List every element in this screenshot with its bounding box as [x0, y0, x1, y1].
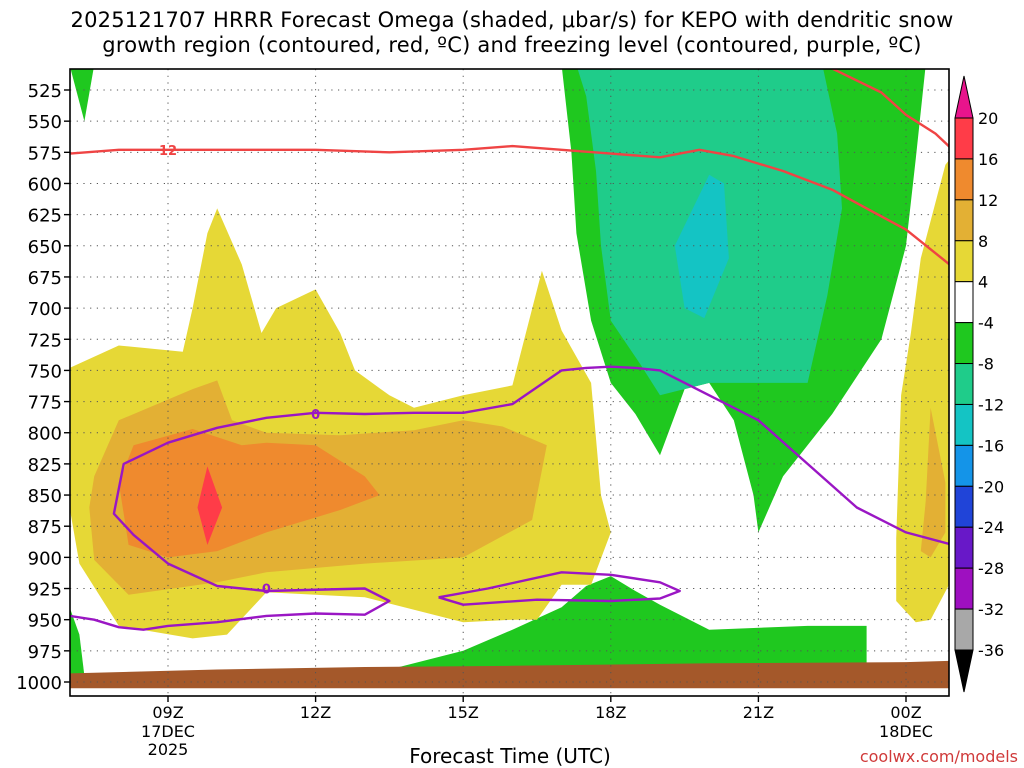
omega-region-red-0	[197, 466, 223, 545]
colorbar-swatch-2	[954, 199, 974, 242]
site-credit: coolwx.com/models	[859, 747, 1018, 766]
colorbar-swatch-8	[954, 444, 974, 487]
y-tick-label-700: 700	[28, 299, 62, 320]
colorbar-label-4: 4	[978, 273, 988, 292]
colorbar-label-1: 16	[978, 150, 998, 169]
dgz-contour-line-1	[70, 144, 949, 266]
colorbar-swatch-6	[954, 363, 974, 405]
freezing-level-label-1: 0	[262, 583, 271, 598]
x-tick-sublabel-09Z-1: 2025	[148, 740, 189, 759]
y-tick-label-925: 925	[28, 580, 62, 601]
y-tick-label-575: 575	[28, 143, 62, 164]
colorbar-top-arrow	[954, 75, 974, 119]
y-tick-label-825: 825	[28, 455, 62, 476]
omega-region-orange-0	[118, 429, 380, 558]
colorbar-swatch-10	[954, 526, 974, 569]
colorbar-swatch-11	[954, 567, 974, 610]
y-tick-label-750: 750	[28, 361, 62, 382]
y-tick-label-600: 600	[28, 174, 62, 195]
omega-region-brown-terrain-0	[70, 660, 949, 689]
x-tick-label-09Z: 09Z	[152, 703, 183, 722]
y-tick-label-525: 525	[28, 81, 62, 102]
colorbar-label-8: -16	[978, 436, 1004, 455]
x-axis-title: Forecast Time (UTC)	[409, 744, 611, 768]
plot-frame	[69, 68, 950, 697]
x-tick-label-12Z: 12Z	[300, 703, 331, 722]
chart-title-line2: growth region (contoured, red, ºC) and f…	[102, 33, 922, 57]
y-tick-label-625: 625	[28, 206, 62, 227]
omega-region-cyan-0	[674, 174, 729, 319]
y-tick-label-775: 775	[28, 393, 62, 414]
colorbar-swatch-4	[954, 281, 974, 324]
colorbar-label-12: -32	[978, 600, 1004, 619]
x-tick-label-15Z: 15Z	[448, 703, 479, 722]
y-tick-label-725: 725	[28, 330, 62, 351]
colorbar-label-10: -24	[978, 518, 1004, 537]
colorbar-label-2: 12	[978, 191, 998, 210]
y-tick-label-800: 800	[28, 424, 62, 445]
freezing-level-line-1	[438, 571, 681, 606]
colorbar-swatch-5	[954, 322, 974, 365]
omega-region-green-0	[70, 69, 94, 122]
colorbar-swatch-7	[954, 403, 974, 446]
omega-region-green-3	[256, 576, 867, 681]
y-tick-label-850: 850	[28, 486, 62, 507]
y-tick-label-975: 975	[28, 642, 62, 663]
x-tick-sublabel-00Z-0: 18DEC	[879, 722, 933, 741]
colorbar-swatch-3	[954, 240, 974, 283]
colorbar-label-13: -36	[978, 641, 1004, 660]
colorbar-label-0: 20	[978, 109, 998, 128]
colorbar-label-3: 8	[978, 232, 988, 251]
colorbar-label-5: -4	[978, 314, 994, 333]
dgz-contour-line-2	[830, 69, 949, 148]
omega-region-green-1	[70, 608, 85, 682]
freezing-level-line-0	[70, 365, 949, 631]
colorbar-label-9: -20	[978, 477, 1004, 496]
omega-region-gold-1	[920, 407, 946, 558]
y-tick-label-550: 550	[28, 112, 62, 133]
y-tick-label-900: 900	[28, 548, 62, 569]
freezing-level-label-0: 0	[311, 408, 320, 423]
colorbar-swatch-0	[954, 117, 974, 160]
colorbar-label-7: -12	[978, 395, 1004, 414]
colorbar-bottom-arrow	[954, 649, 974, 693]
colorbar-label-6: -8	[978, 355, 994, 374]
dgz-contour-label: 12	[159, 144, 177, 159]
dgz-contour-line-0	[30, 61, 438, 65]
chart-title-line1: 2025121707 HRRR Forecast Omega (shaded, …	[70, 8, 954, 32]
y-tick-label-1000: 1000	[16, 673, 62, 694]
y-tick-label-650: 650	[28, 237, 62, 258]
x-tick-label-21Z: 21Z	[743, 703, 774, 722]
colorbar-swatch-1	[954, 158, 974, 201]
colorbar-label-11: -28	[978, 559, 1004, 578]
x-tick-label-00Z: 00Z	[890, 703, 921, 722]
colorbar-swatch-12	[954, 608, 974, 651]
x-tick-label-18Z: 18Z	[595, 703, 626, 722]
x-tick-sublabel-09Z-0: 17DEC	[141, 722, 195, 741]
y-tick-label-950: 950	[28, 611, 62, 632]
y-tick-label-875: 875	[28, 517, 62, 538]
y-tick-label-675: 675	[28, 268, 62, 289]
colorbar-swatch-9	[954, 485, 974, 528]
